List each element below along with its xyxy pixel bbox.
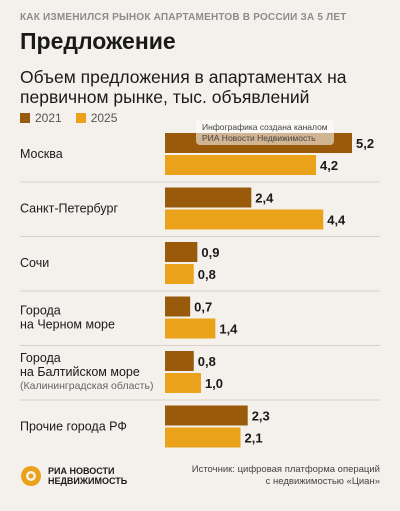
bar-value-label: 0,9: [201, 245, 219, 260]
logo-line-2: НЕДВИЖИМОСТЬ: [48, 476, 128, 486]
ria-logo: РИА НОВОСТИ НЕДВИЖИМОСТЬ: [20, 465, 127, 487]
legend-label-2021: 2021: [35, 111, 62, 125]
category-label: Москва: [20, 147, 63, 161]
category-label: Санкт-Петербург: [20, 202, 118, 216]
source-line-1: Источник: цифровая платформа операций: [191, 464, 380, 475]
page-heading: Предложение: [20, 28, 176, 54]
category-label: Сочи: [20, 256, 49, 270]
category-note: (Калининградская область): [20, 380, 153, 392]
category-label: на Балтийском море: [20, 365, 140, 379]
bar-value-label: 5,2: [356, 136, 374, 151]
bar-value-label: 4,2: [320, 158, 338, 173]
bar-2025: [165, 155, 317, 175]
bar-2021: [165, 187, 252, 208]
logo-line-1: РИА НОВОСТИ: [48, 466, 115, 476]
category-label: Прочие города РФ: [20, 420, 127, 434]
bar-2025: [165, 264, 194, 284]
category-label: Города: [20, 304, 61, 318]
category-label: на Черном море: [20, 318, 115, 332]
bar-2025: [165, 318, 216, 339]
bar-2021: [165, 351, 194, 371]
bar-2025: [165, 209, 324, 230]
legend-label-2025: 2025: [90, 111, 118, 125]
legend-item-2025: 2025: [75, 111, 118, 125]
bar-value-label: 0,7: [194, 300, 212, 315]
bar-value-label: 2,1: [245, 431, 263, 446]
watermark-note: Инфографика создана каналом РИА Новости …: [196, 120, 334, 145]
bar-value-label: 1,0: [205, 376, 223, 391]
ria-logo-text: РИА НОВОСТИ НЕДВИЖИМОСТЬ: [48, 466, 127, 486]
kicker-title: КАК ИЗМЕНИЛСЯ РЫНОК АПАРТАМЕНТОВ В РОССИ…: [20, 12, 347, 23]
bar-value-label: 4,4: [327, 213, 346, 228]
bar-2025: [165, 427, 241, 448]
chart-legend: 2021 2025: [20, 111, 117, 125]
bar-2021: [165, 296, 191, 317]
legend-swatch-2021: [20, 113, 30, 123]
legend-swatch-2025: [75, 113, 86, 123]
chart-title: Объем предложения в апартаментах на перв…: [20, 67, 347, 107]
ria-logo-icon: [21, 466, 41, 486]
bar-chart: Москва 5,2 4,2 Санкт-Петербург 2,4 4,4 Сочи 0,9…: [20, 133, 380, 448]
bar-value-label: 0,8: [198, 267, 216, 282]
bar-2021: [165, 405, 248, 426]
source-note: Источник: цифровая платформа операций с …: [190, 464, 380, 488]
watermark-line-2: РИА Новости Недвижимость: [202, 132, 316, 143]
bar-2025: [165, 373, 201, 393]
bar-2021: [165, 242, 198, 262]
legend-item-2021: 2021: [20, 111, 62, 125]
category-label: Города: [20, 351, 61, 365]
bar-value-label: 2,3: [252, 409, 270, 424]
source-line-2: с недвижимостью «Циан»: [265, 476, 380, 487]
bar-value-label: 1,4: [219, 322, 238, 337]
bar-value-label: 0,8: [198, 354, 216, 369]
watermark-line-1: Инфографика создана каналом: [202, 122, 328, 132]
bar-value-label: 2,4: [255, 191, 274, 206]
